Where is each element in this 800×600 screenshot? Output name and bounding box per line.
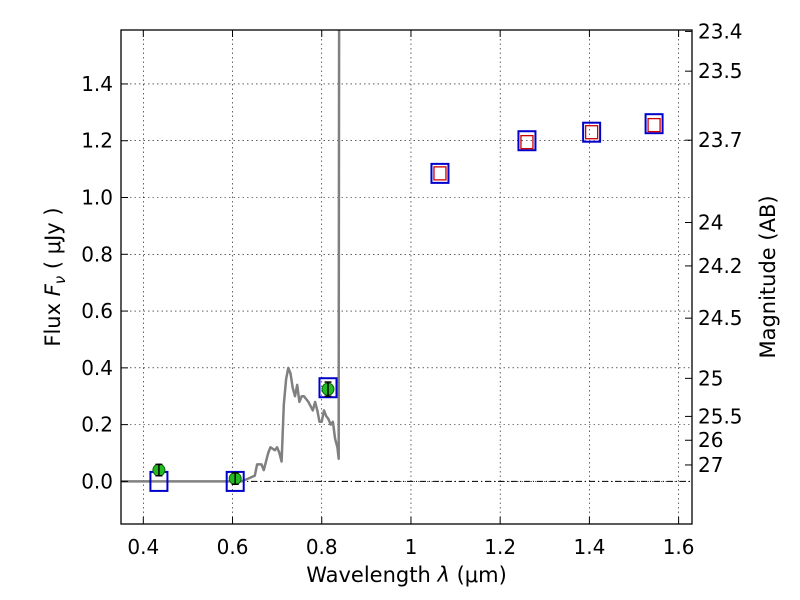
y-axis-label: Flux Fν ( μJy ) <box>41 207 69 346</box>
model-photometry-square <box>430 162 450 184</box>
magnitude-tick-label: 23.7 <box>698 128 743 152</box>
model-photometry-square <box>517 130 537 152</box>
magnitude-tick-label: 23.5 <box>698 59 743 83</box>
spectrum-layer <box>121 29 341 483</box>
y-tick-label: 0.4 <box>81 356 113 380</box>
upper-limit-square <box>520 134 534 150</box>
grid <box>121 30 692 524</box>
x-tick-label: 1.6 <box>663 535 695 559</box>
y-tick-label: 1.0 <box>81 186 113 210</box>
magnitude-tick-label: 27 <box>698 453 723 477</box>
y-axis: 0.0 0.2 0.4 0.6 0.8 1.0 1.2 1.4 <box>81 72 128 493</box>
magnitude-tick-label: 26 <box>698 428 723 452</box>
x-tick-label: 1.2 <box>484 535 516 559</box>
marker-layer <box>149 113 664 492</box>
y-tick-label: 0.2 <box>81 413 113 437</box>
magnitude-tick-label: 23.4 <box>698 19 743 43</box>
y-tick-label: 1.4 <box>81 72 113 96</box>
y-tick-label: 1.2 <box>81 129 113 153</box>
x-tick-label: 0.4 <box>127 535 159 559</box>
x-tick-label: 1 <box>405 535 418 559</box>
model-photometry-square <box>318 377 338 399</box>
model-spectrum-line <box>121 29 341 483</box>
upper-limit-square <box>584 125 599 140</box>
x-tick-label: 0.8 <box>306 535 338 559</box>
magnitude-axis-label: Magnitude (AB) <box>756 195 780 358</box>
model-photometry-square <box>225 470 245 492</box>
upper-limit-square <box>433 166 447 181</box>
magnitude-tick-label: 25.5 <box>698 404 743 428</box>
magnitude-tick-label: 24.5 <box>698 306 743 330</box>
model-photometry-square <box>582 121 602 143</box>
magnitude-tick-label: 24.2 <box>698 254 743 278</box>
model-photometry-square <box>644 113 664 135</box>
y-tick-label: 0.0 <box>81 469 113 493</box>
x-axis-label: Wavelength λ (μm) <box>306 563 507 587</box>
y-tick-label: 0.6 <box>81 299 113 323</box>
x-tick-label: 1.4 <box>573 535 605 559</box>
x-axis: 0.4 0.6 0.8 1 1.2 1.4 1.6 <box>127 30 695 559</box>
magnitude-tick-label: 24 <box>698 210 723 234</box>
x-tick-label: 0.6 <box>217 535 249 559</box>
magnitude-tick-label: 25 <box>698 366 723 390</box>
y-tick-label: 0.8 <box>81 242 113 266</box>
upper-limit-square <box>647 117 661 133</box>
plot-area-frame <box>120 29 693 525</box>
